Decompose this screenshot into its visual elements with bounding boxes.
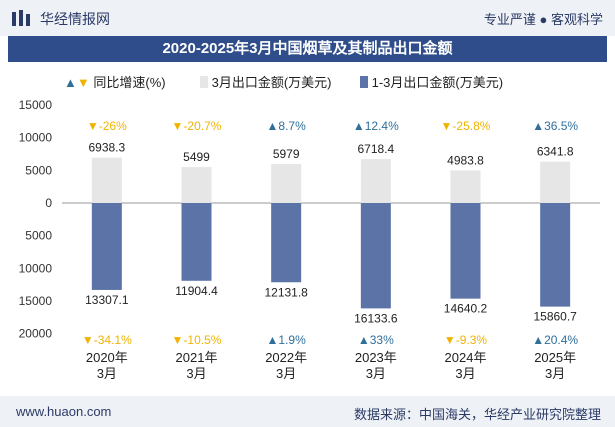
x-tick-label: 3月 [545, 366, 565, 381]
legend-march-label: 3月出口金额(万美元) [211, 75, 332, 90]
legend-cumulative-swatch [360, 76, 368, 88]
growth-label-march: ▲8.7% [267, 119, 307, 133]
data-label-cumulative: 14640.2 [444, 302, 488, 316]
footer-website[interactable]: www.huaon.com [16, 404, 112, 419]
bar-cumulative [181, 203, 212, 281]
x-tick-label: 2023年 [355, 350, 397, 365]
chart-area: 15000 10000 5000 0 5000 10000 15000 20000 ▼-26% 6… [19, 98, 600, 381]
bar-cumulative [91, 203, 122, 290]
bar-cumulative [271, 203, 302, 283]
logo-icon [12, 10, 30, 26]
y-tick-label: 0 [45, 196, 52, 210]
legend-growth-label: 同比增速(%) [93, 75, 166, 90]
legend-march-swatch [200, 76, 208, 88]
chart-title: 2020-2025年3月中国烟草及其制品出口金额 [8, 36, 607, 62]
up-triangle-icon: ▲ [64, 75, 77, 90]
x-tick-label: 3月 [276, 366, 296, 381]
y-tick-label: 10000 [19, 131, 53, 145]
y-tick-label: 10000 [19, 261, 53, 275]
legend-growth: ▲▼ 同比增速(%) [64, 72, 166, 91]
y-tick-label: 20000 [19, 327, 53, 341]
growth-label-cumulative: ▼-34.1% [82, 333, 132, 347]
tagline: 专业严谨 ● 客观科学 [483, 12, 603, 27]
bar-march [271, 163, 302, 203]
data-label-cumulative: 15860.7 [533, 310, 577, 324]
y-tick-label: 5000 [25, 163, 52, 177]
x-tick-label: 2024年 [445, 350, 487, 365]
data-label-cumulative: 13307.1 [85, 293, 129, 307]
x-tick-label: 3月 [455, 366, 475, 381]
site-name: 华经情报网 [40, 11, 110, 27]
data-label-march: 6341.8 [537, 145, 574, 159]
x-tick-label: 3月 [366, 366, 386, 381]
growth-label-march: ▼-26% [87, 119, 127, 133]
legend-cumulative-label: 1-3月出口金额(万美元) [371, 75, 504, 90]
growth-label-march: ▲36.5% [532, 119, 578, 133]
legend-march: 3月出口金额(万美元) [200, 72, 332, 91]
growth-label-march: ▼-20.7% [172, 119, 222, 133]
top-bar: 华经情报网 专业严谨 ● 客观科学 [0, 0, 615, 36]
data-label-march: 6938.3 [88, 141, 125, 155]
data-label-march: 5499 [183, 150, 210, 164]
x-tick-label: 2020年 [86, 350, 128, 365]
data-label-cumulative: 11904.4 [175, 284, 218, 298]
data-label-cumulative: 12131.8 [264, 285, 308, 299]
bar-march [181, 167, 212, 203]
x-tick-label: 2021年 [176, 350, 218, 365]
legend: ▲▼ 同比增速(%) 3月出口金额(万美元) 1-3月出口金额(万美元) [60, 70, 580, 92]
data-label-march: 4983.8 [447, 153, 484, 167]
growth-label-cumulative: ▲1.9% [267, 333, 307, 347]
bar-march [91, 157, 122, 203]
bar-march [540, 161, 571, 203]
growth-label-march: ▲12.4% [353, 119, 399, 133]
x-tick-label: 3月 [186, 366, 206, 381]
x-tick-label: 2022年 [265, 350, 307, 365]
growth-label-cumulative: ▲20.4% [532, 333, 578, 347]
growth-label-march: ▼-25.8% [441, 119, 491, 133]
bar-march [450, 170, 481, 203]
data-label-march: 6718.4 [357, 142, 394, 156]
legend-cumulative: 1-3月出口金额(万美元) [360, 72, 503, 91]
bar-march [360, 159, 391, 203]
data-label-cumulative: 16133.6 [354, 311, 398, 325]
bar-cumulative [450, 203, 481, 299]
y-tick-label: 15000 [19, 98, 53, 112]
growth-label-cumulative: ▼-9.3% [444, 333, 488, 347]
data-label-march: 5979 [273, 147, 300, 161]
bar-cumulative [360, 203, 391, 309]
y-tick-label: 15000 [19, 294, 53, 308]
bar-cumulative [540, 203, 571, 307]
growth-label-cumulative: ▲33% [358, 333, 394, 347]
y-tick-label: 5000 [25, 229, 52, 243]
x-tick-label: 3月 [97, 366, 117, 381]
down-triangle-icon: ▼ [76, 75, 90, 90]
footer: www.huaon.com 数据来源：中国海关，华经产业研究院整理 [0, 396, 615, 427]
growth-label-cumulative: ▼-10.5% [172, 333, 222, 347]
footer-source: 数据来源：中国海关，华经产业研究院整理 [353, 407, 601, 422]
x-tick-label: 2025年 [534, 350, 576, 365]
